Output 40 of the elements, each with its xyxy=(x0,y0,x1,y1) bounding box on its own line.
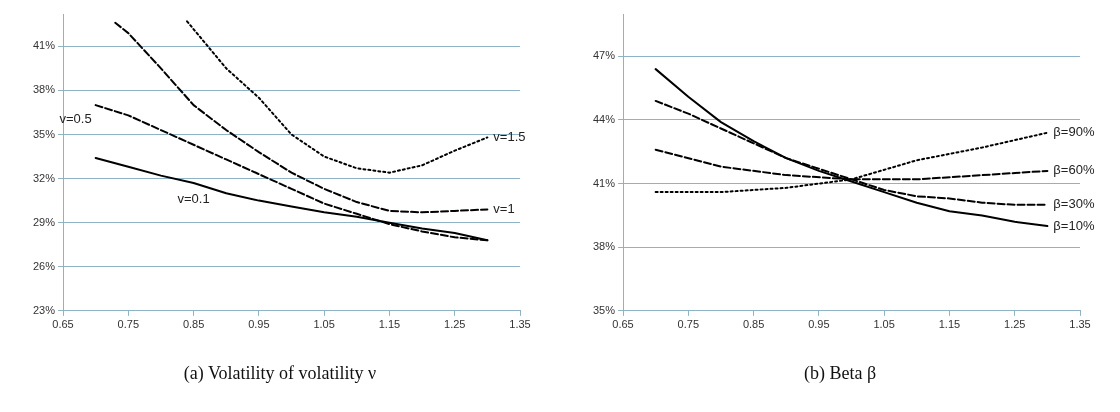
x-tick-label: 1.05 xyxy=(313,318,335,331)
x-tick-label: 0.65 xyxy=(52,318,74,331)
y-tick-label: 38% xyxy=(32,83,56,96)
annotation: β=10% xyxy=(1053,217,1095,233)
x-tick-label: 0.95 xyxy=(808,318,830,331)
y-tick-label: 35% xyxy=(592,303,616,316)
y-tick-label: 41% xyxy=(32,39,56,52)
y-tick-label: 23% xyxy=(32,303,56,316)
x-tick-label: 0.95 xyxy=(248,318,270,331)
x-tick-label: 0.75 xyxy=(677,318,700,331)
line-series xyxy=(186,20,489,174)
text: (a) Volatility of volatility ν xyxy=(182,363,378,384)
annotation: β=60% xyxy=(1053,162,1095,178)
annotation: v=1.5 xyxy=(493,129,526,144)
annotation: v=0.5 xyxy=(59,110,92,126)
x-tick-label: 0.75 xyxy=(117,318,140,331)
line-series xyxy=(114,21,489,214)
text: (b) Beta β xyxy=(802,363,878,384)
y-tick-label: 35% xyxy=(32,127,56,140)
annotation: v=0.1 xyxy=(177,190,210,206)
x-tick-label: 0.85 xyxy=(742,318,765,331)
x-tick-label: 1.35 xyxy=(509,318,531,331)
y-tick-label: 38% xyxy=(592,240,616,253)
x-tick-label: 1.25 xyxy=(1004,318,1026,331)
x-tick-label: 1.15 xyxy=(938,318,961,331)
annotation: v=1 xyxy=(493,201,515,216)
x-tick-label: 1.25 xyxy=(444,318,466,331)
annotation: β=30% xyxy=(1053,196,1095,212)
x-tick-label: 0.85 xyxy=(182,318,205,331)
x-tick-label: 1.35 xyxy=(1069,318,1091,331)
x-tick-label: 1.15 xyxy=(378,318,401,331)
y-tick-label: 44% xyxy=(592,113,616,126)
y-tick-label: 41% xyxy=(592,176,616,189)
y-tick-label: 26% xyxy=(32,259,56,272)
annotation: β=90% xyxy=(1053,124,1095,140)
y-tick-label: 47% xyxy=(592,49,616,62)
x-tick-label: 0.65 xyxy=(612,318,634,331)
x-tick-label: 1.05 xyxy=(873,318,895,331)
y-tick-label: 32% xyxy=(32,171,56,184)
y-tick-label: 29% xyxy=(32,215,56,228)
